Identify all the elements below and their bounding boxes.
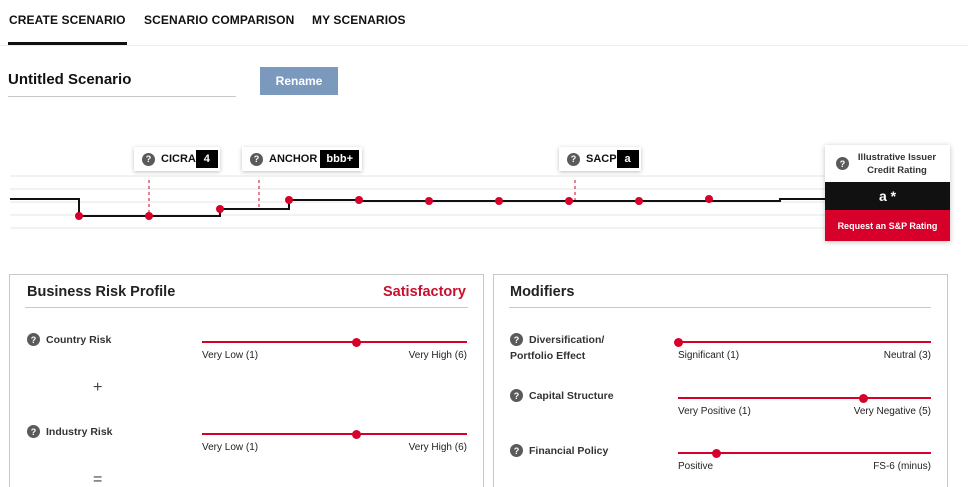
sacp-marker[interactable]: ? SACP a — [559, 147, 641, 171]
slider-track[interactable] — [678, 397, 931, 399]
issuer-card-label: Illustrative Issuer Credit Rating — [857, 151, 937, 176]
cicra-marker[interactable]: ? CICRA 4 — [134, 147, 220, 171]
rating-point[interactable] — [495, 197, 503, 205]
help-icon[interactable]: ? — [250, 152, 263, 166]
diversification-label-line1: Diversification/ — [529, 334, 605, 346]
rating-point[interactable] — [565, 197, 573, 205]
issuer-credit-rating-card: ? Illustrative Issuer Credit Rating a * … — [825, 145, 950, 241]
slider-track[interactable] — [202, 341, 467, 343]
slider-track[interactable] — [678, 341, 931, 343]
slider-max-label: Neutral (3) — [883, 350, 931, 361]
capital-structure-factor: ? Capital Structure — [510, 388, 614, 404]
scenario-tabs: CREATE SCENARIO SCENARIO COMPARISON MY S… — [0, 0, 968, 46]
rating-point[interactable] — [216, 205, 224, 213]
slider-handle[interactable] — [858, 394, 868, 403]
diversification-label: Diversification/ Portfolio Effect — [510, 332, 605, 364]
anchor-value: bbb+ — [320, 150, 359, 168]
business-risk-title: Business Risk Profile — [27, 284, 176, 300]
sacp-value: a — [616, 150, 639, 168]
business-risk-panel: Business Risk Profile Satisfactory ? Cou… — [9, 274, 484, 487]
slider-track[interactable] — [202, 433, 467, 435]
slider-handle[interactable] — [351, 430, 361, 439]
anchor-label: ANCHOR — [269, 153, 318, 165]
help-icon[interactable]: ? — [510, 444, 523, 457]
diversification-label-line2: Portfolio Effect — [510, 350, 586, 362]
capital-structure-slider[interactable]: Very Positive (1) Very Negative (5) — [678, 392, 931, 422]
country-risk-slider[interactable]: Very Low (1) Very High (6) — [202, 336, 467, 366]
slider-max-label: Very Negative (5) — [853, 406, 931, 417]
rating-points — [75, 195, 713, 220]
slider-min-label: Very Positive (1) — [678, 406, 751, 417]
cicra-label: CICRA — [161, 153, 196, 165]
modifiers-panel: Modifiers ? Diversification/ Portfolio E… — [493, 274, 948, 487]
industry-risk-slider[interactable]: Very Low (1) Very High (6) — [202, 428, 467, 458]
slider-max-label: Very High (6) — [408, 442, 467, 453]
plus-operator: + — [93, 379, 103, 396]
slider-max-label: Very High (6) — [408, 350, 467, 361]
slider-handle[interactable] — [351, 338, 361, 347]
financial-policy-factor: ? Financial Policy — [510, 443, 608, 459]
rating-point[interactable] — [75, 212, 83, 220]
diversification-slider[interactable]: Significant (1) Neutral (3) — [674, 336, 931, 366]
rating-point[interactable] — [425, 197, 433, 205]
modifiers-title: Modifiers — [510, 284, 575, 300]
tab-my-scenarios[interactable]: MY SCENARIOS — [312, 13, 406, 27]
slider-min-label: Very Low (1) — [202, 350, 259, 361]
help-icon[interactable]: ? — [142, 152, 155, 166]
industry-risk-factor: ? Industry Risk — [27, 424, 113, 440]
slider-min-label: Positive — [678, 461, 714, 472]
capital-structure-label: Capital Structure — [529, 390, 614, 402]
panel-divider — [25, 307, 468, 308]
rating-progression-chart — [10, 175, 825, 229]
country-risk-label: Country Risk — [46, 334, 112, 346]
slider-handle[interactable] — [674, 338, 683, 347]
help-icon[interactable]: ? — [27, 425, 40, 438]
equals-operator: = — [93, 471, 103, 487]
slider-track[interactable] — [678, 452, 931, 454]
panel-divider — [509, 307, 931, 308]
marker-guides — [148, 180, 576, 214]
scenario-title[interactable]: Untitled Scenario — [8, 71, 132, 88]
financial-policy-slider[interactable]: Positive FS-6 (minus) — [678, 447, 931, 477]
sacp-label: SACP — [586, 153, 617, 165]
rename-button[interactable]: Rename — [260, 67, 338, 95]
title-underline — [8, 96, 236, 97]
slider-handle[interactable] — [711, 449, 721, 458]
rating-point[interactable] — [355, 196, 363, 204]
cicra-value: 4 — [195, 150, 218, 168]
request-rating-button[interactable]: Request an S&P Rating — [825, 210, 950, 241]
slider-min-label: Significant (1) — [678, 350, 740, 361]
anchor-marker[interactable]: ? ANCHOR bbb+ — [242, 147, 362, 171]
business-risk-status: Satisfactory — [382, 284, 466, 300]
slider-max-label: FS-6 (minus) — [873, 461, 931, 472]
tab-scenario-comparison[interactable]: SCENARIO COMPARISON — [144, 13, 295, 27]
rating-point[interactable] — [635, 197, 643, 205]
issuer-card-header: ? Illustrative Issuer Credit Rating — [825, 145, 950, 182]
rating-point[interactable] — [285, 196, 293, 204]
help-icon[interactable]: ? — [567, 152, 580, 166]
help-icon[interactable]: ? — [836, 157, 849, 170]
tab-create-scenario[interactable]: CREATE SCENARIO — [8, 13, 127, 46]
rating-point[interactable] — [705, 195, 713, 203]
financial-policy-label: Financial Policy — [529, 445, 609, 457]
slider-min-label: Very Low (1) — [202, 442, 259, 453]
help-icon[interactable]: ? — [27, 333, 40, 346]
rating-point[interactable] — [145, 212, 153, 220]
diversification-factor: ? Diversification/ Portfolio Effect — [510, 332, 604, 364]
country-risk-factor: ? Country Risk — [27, 332, 111, 348]
issuer-rating-value: a * — [825, 182, 950, 210]
industry-risk-label: Industry Risk — [46, 426, 113, 438]
help-icon[interactable]: ? — [510, 333, 523, 346]
help-icon[interactable]: ? — [510, 389, 523, 402]
